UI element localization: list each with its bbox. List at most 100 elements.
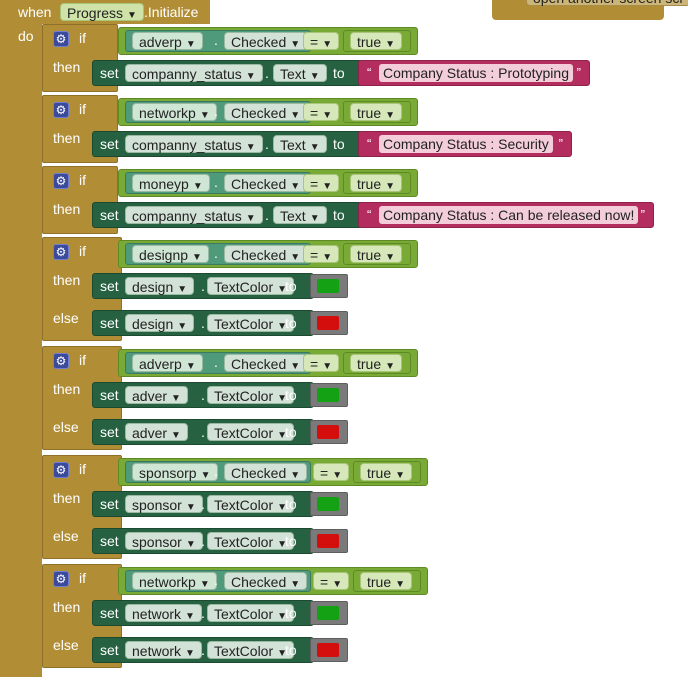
color-swatch[interactable] — [317, 279, 339, 293]
color-swatch[interactable] — [317, 388, 339, 402]
color-swatch[interactable] — [317, 606, 339, 620]
text-literal-block[interactable]: “ Company Status : Security ” — [358, 131, 572, 157]
cond-property-dropdown[interactable]: Checked ▼ — [224, 354, 308, 372]
color-block[interactable] — [310, 638, 348, 662]
compare-block[interactable]: moneyp ▼. Checked ▼ = ▼ true ▼ — [118, 169, 418, 197]
component-getter[interactable]: designp ▼. Checked ▼ — [125, 243, 311, 265]
gear-icon[interactable]: ⚙ — [53, 31, 69, 47]
text-literal-block[interactable]: “ Company Status : Can be released now!” — [358, 202, 654, 228]
true-block[interactable]: true ▼ — [343, 30, 411, 52]
true-dropdown[interactable]: true ▼ — [350, 32, 403, 50]
color-swatch[interactable] — [317, 497, 339, 511]
open-another-screen-block[interactable]: open another screen scr — [492, 0, 688, 20]
setter-property-dropdown[interactable]: Text ▼ — [273, 64, 327, 82]
setter-component-dropdown[interactable]: network ▼ — [125, 604, 202, 622]
true-block[interactable]: true ▼ — [343, 243, 411, 265]
setter-component-dropdown[interactable]: companny_status ▼ — [125, 135, 263, 153]
cond-property-dropdown[interactable]: Checked ▼ — [224, 463, 308, 481]
setter-property-dropdown[interactable]: Text ▼ — [273, 135, 327, 153]
setter-component-dropdown[interactable]: design ▼ — [125, 314, 195, 332]
color-block[interactable] — [310, 601, 348, 625]
operator-dropdown[interactable]: = ▼ — [303, 32, 340, 50]
setter-property-dropdown[interactable]: Text ▼ — [273, 206, 327, 224]
color-block[interactable] — [310, 492, 348, 516]
color-block[interactable] — [310, 383, 348, 407]
cond-component-dropdown[interactable]: sponsorp ▼ — [132, 463, 218, 481]
component-getter[interactable]: networkp ▼. Checked ▼ — [125, 101, 311, 123]
setter-property-dropdown[interactable]: TextColor ▼ — [207, 423, 295, 441]
true-block[interactable]: true ▼ — [343, 352, 411, 374]
text-literal-block[interactable]: “ Company Status : Prototyping” — [358, 60, 590, 86]
color-block[interactable] — [310, 420, 348, 444]
gear-icon[interactable]: ⚙ — [53, 173, 69, 189]
setter-block[interactable]: set companny_status ▼. Text ▼ to — [92, 202, 362, 228]
setter-block[interactable]: set network ▼. TextColor ▼ to — [92, 600, 314, 626]
setter-component-dropdown[interactable]: sponsor ▼ — [125, 532, 203, 550]
true-dropdown[interactable]: true ▼ — [360, 463, 413, 481]
true-dropdown[interactable]: true ▼ — [350, 245, 403, 263]
setter-component-dropdown[interactable]: network ▼ — [125, 641, 202, 659]
operator-dropdown[interactable]: = ▼ — [313, 572, 350, 590]
color-swatch[interactable] — [317, 425, 339, 439]
operator-dropdown[interactable]: = ▼ — [313, 463, 350, 481]
true-block[interactable]: true ▼ — [353, 461, 421, 483]
component-dropdown[interactable]: Progress ▼ — [60, 3, 144, 21]
setter-component-dropdown[interactable]: design ▼ — [125, 277, 195, 295]
setter-property-dropdown[interactable]: TextColor ▼ — [207, 495, 295, 513]
operator-dropdown[interactable]: = ▼ — [303, 354, 340, 372]
cond-component-dropdown[interactable]: networkp ▼ — [132, 572, 217, 590]
cond-property-dropdown[interactable]: Checked ▼ — [224, 103, 308, 121]
cond-property-dropdown[interactable]: Checked ▼ — [224, 174, 308, 192]
compare-block[interactable]: networkp ▼. Checked ▼ = ▼ true ▼ — [118, 98, 418, 126]
setter-block[interactable]: set sponsor ▼. TextColor ▼ to — [92, 491, 314, 517]
setter-block[interactable]: set companny_status ▼. Text ▼ to — [92, 60, 362, 86]
color-block[interactable] — [310, 274, 348, 298]
else-setter-block[interactable]: set sponsor ▼. TextColor ▼ to — [92, 528, 314, 554]
color-swatch[interactable] — [317, 316, 339, 330]
component-getter[interactable]: sponsorp ▼. Checked ▼ — [125, 461, 311, 483]
color-block[interactable] — [310, 529, 348, 553]
gear-icon[interactable]: ⚙ — [53, 244, 69, 260]
text-value[interactable]: Company Status : Security — [379, 135, 553, 153]
true-block[interactable]: true ▼ — [343, 101, 411, 123]
cond-property-dropdown[interactable]: Checked ▼ — [224, 572, 308, 590]
compare-block[interactable]: sponsorp ▼. Checked ▼ = ▼ true ▼ — [118, 458, 428, 486]
setter-component-dropdown[interactable]: companny_status ▼ — [125, 206, 263, 224]
component-getter[interactable]: networkp ▼. Checked ▼ — [125, 570, 311, 592]
setter-component-dropdown[interactable]: adver ▼ — [125, 423, 188, 441]
gear-icon[interactable]: ⚙ — [53, 353, 69, 369]
if-block[interactable]: ⚙ if then else — [42, 564, 122, 668]
component-getter[interactable]: moneyp ▼. Checked ▼ — [125, 172, 311, 194]
cond-component-dropdown[interactable]: moneyp ▼ — [132, 174, 210, 192]
true-dropdown[interactable]: true ▼ — [350, 103, 403, 121]
cond-component-dropdown[interactable]: networkp ▼ — [132, 103, 217, 121]
compare-block[interactable]: adverp ▼. Checked ▼ = ▼ true ▼ — [118, 349, 418, 377]
cond-property-dropdown[interactable]: Checked ▼ — [224, 245, 308, 263]
true-dropdown[interactable]: true ▼ — [350, 174, 403, 192]
setter-property-dropdown[interactable]: TextColor ▼ — [207, 604, 295, 622]
compare-block[interactable]: designp ▼. Checked ▼ = ▼ true ▼ — [118, 240, 418, 268]
color-swatch[interactable] — [317, 643, 339, 657]
else-setter-block[interactable]: set adver ▼. TextColor ▼ to — [92, 419, 314, 445]
setter-property-dropdown[interactable]: TextColor ▼ — [207, 532, 295, 550]
setter-block[interactable]: set design ▼. TextColor ▼ to — [92, 273, 314, 299]
color-swatch[interactable] — [317, 534, 339, 548]
setter-component-dropdown[interactable]: sponsor ▼ — [125, 495, 203, 513]
true-dropdown[interactable]: true ▼ — [350, 354, 403, 372]
setter-component-dropdown[interactable]: companny_status ▼ — [125, 64, 263, 82]
cond-component-dropdown[interactable]: designp ▼ — [132, 245, 209, 263]
gear-icon[interactable]: ⚙ — [53, 462, 69, 478]
else-setter-block[interactable]: set network ▼. TextColor ▼ to — [92, 637, 314, 663]
operator-dropdown[interactable]: = ▼ — [303, 245, 340, 263]
component-getter[interactable]: adverp ▼. Checked ▼ — [125, 352, 311, 374]
setter-property-dropdown[interactable]: TextColor ▼ — [207, 386, 295, 404]
text-value[interactable]: Company Status : Prototyping — [379, 64, 573, 82]
gear-icon[interactable]: ⚙ — [53, 102, 69, 118]
true-block[interactable]: true ▼ — [343, 172, 411, 194]
component-getter[interactable]: adverp ▼. Checked ▼ — [125, 30, 311, 52]
setter-property-dropdown[interactable]: TextColor ▼ — [207, 641, 295, 659]
setter-property-dropdown[interactable]: TextColor ▼ — [207, 277, 295, 295]
setter-block[interactable]: set companny_status ▼. Text ▼ to — [92, 131, 362, 157]
operator-dropdown[interactable]: = ▼ — [303, 103, 340, 121]
